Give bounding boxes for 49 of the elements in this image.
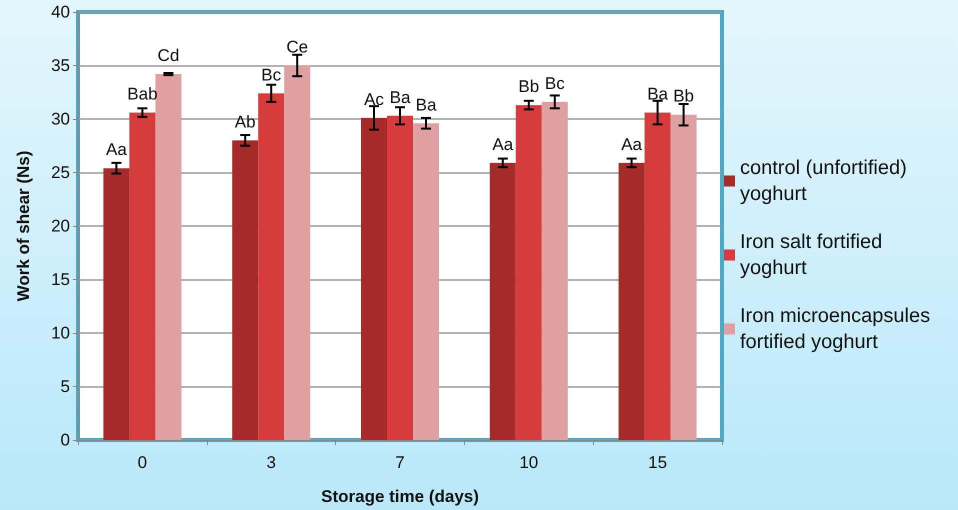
bar bbox=[670, 114, 697, 440]
bar bbox=[542, 102, 568, 440]
data-label: Aa bbox=[106, 140, 128, 160]
data-label: Aa bbox=[621, 134, 643, 154]
y-tick-label: 30 bbox=[51, 110, 70, 128]
bar bbox=[361, 118, 387, 440]
data-label: Cd bbox=[158, 46, 180, 66]
bar bbox=[387, 116, 413, 440]
y-tick-label: 0 bbox=[60, 430, 70, 450]
legend-label: Iron microencapsules fortified yoghurt bbox=[740, 305, 936, 353]
y-tick-label: 40 bbox=[51, 2, 70, 22]
data-label: Aa bbox=[492, 134, 514, 154]
bar bbox=[516, 105, 542, 440]
data-label: Ac bbox=[364, 90, 384, 109]
data-label: Ba bbox=[416, 95, 437, 114]
data-label: Bab bbox=[127, 84, 158, 104]
y-tick-label: 20 bbox=[51, 216, 70, 236]
bar bbox=[644, 112, 671, 440]
y-tick-label: 15 bbox=[51, 270, 70, 289]
bar bbox=[490, 162, 516, 440]
data-label: Ab bbox=[234, 112, 256, 132]
y-tick-label: 35 bbox=[51, 56, 70, 75]
data-label: Bc bbox=[261, 65, 282, 84]
bar bbox=[103, 168, 130, 440]
legend-label: control (unfortified) yoghurt bbox=[740, 157, 912, 205]
bar bbox=[232, 140, 258, 440]
x-tick-label: 15 bbox=[648, 453, 668, 472]
y-tick-label: 25 bbox=[51, 163, 70, 182]
x-tick-label: 0 bbox=[138, 453, 148, 472]
bar bbox=[155, 74, 182, 440]
y-tick-label: 10 bbox=[51, 324, 70, 342]
x-axis-title: Storage time (days) bbox=[321, 487, 479, 506]
data-label: Bb bbox=[518, 77, 540, 96]
x-tick-label: 10 bbox=[519, 453, 538, 472]
legend-label: Iron salt fortified yoghurt bbox=[740, 231, 888, 279]
data-label: Ce bbox=[286, 38, 308, 56]
x-tick-label: 3 bbox=[266, 453, 276, 472]
bar bbox=[258, 93, 284, 440]
y-tick-label: 5 bbox=[60, 377, 70, 396]
data-label: Ba bbox=[390, 88, 411, 107]
data-label: Bb bbox=[673, 86, 694, 106]
bar bbox=[129, 112, 156, 440]
x-tick-label: 7 bbox=[395, 453, 405, 472]
data-label: Bc bbox=[544, 74, 566, 93]
bar bbox=[618, 162, 645, 440]
data-label: Ba bbox=[647, 84, 669, 104]
bar bbox=[284, 66, 310, 440]
bar bbox=[413, 123, 439, 440]
y-axis-title: Work of shear (Ns) bbox=[14, 150, 33, 302]
